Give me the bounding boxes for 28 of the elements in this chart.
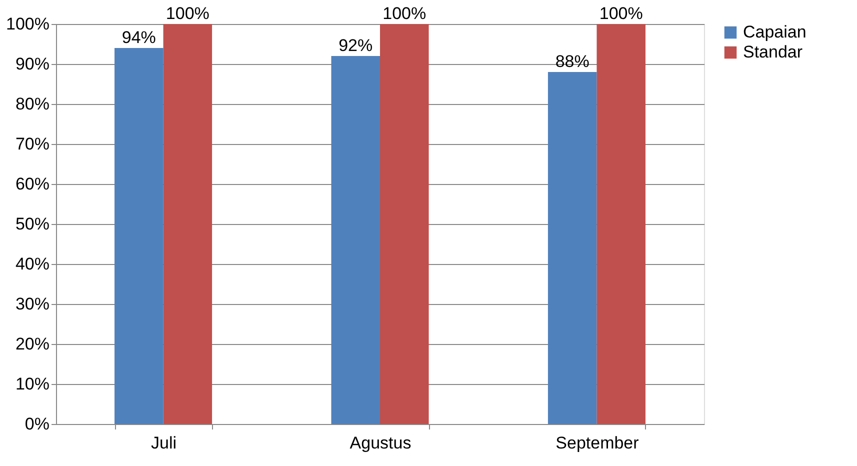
y-tick-label: 0% — [24, 414, 50, 434]
y-tick-label: 60% — [15, 174, 50, 194]
x-tick-label: Juli — [151, 434, 177, 452]
bar — [596, 24, 646, 424]
legend-label: Standar — [743, 42, 803, 62]
legend-label: Capaian — [743, 22, 806, 42]
y-tick-label: 10% — [15, 374, 50, 394]
data-label: 100% — [166, 4, 210, 23]
data-label: 100% — [382, 4, 426, 23]
x-tick-label: Agustus — [350, 434, 412, 452]
y-tick-label: 80% — [15, 94, 50, 114]
data-label: 88% — [555, 52, 590, 71]
y-tick-label: 30% — [15, 294, 50, 314]
y-tick-label: 100% — [6, 14, 50, 34]
bar — [163, 24, 212, 424]
bar — [114, 48, 164, 424]
y-tick-label: 90% — [15, 54, 50, 74]
y-tick-label: 50% — [15, 214, 50, 234]
y-tick-label: 20% — [15, 334, 50, 354]
y-tick-label: 40% — [15, 254, 50, 274]
data-label: 100% — [599, 4, 643, 23]
data-label: 92% — [338, 36, 373, 55]
y-tick-label: 70% — [15, 134, 50, 154]
bar — [380, 24, 429, 424]
bar — [331, 56, 380, 424]
x-tick-label: September — [556, 434, 640, 452]
bar — [548, 72, 597, 424]
data-label: 94% — [122, 28, 156, 47]
